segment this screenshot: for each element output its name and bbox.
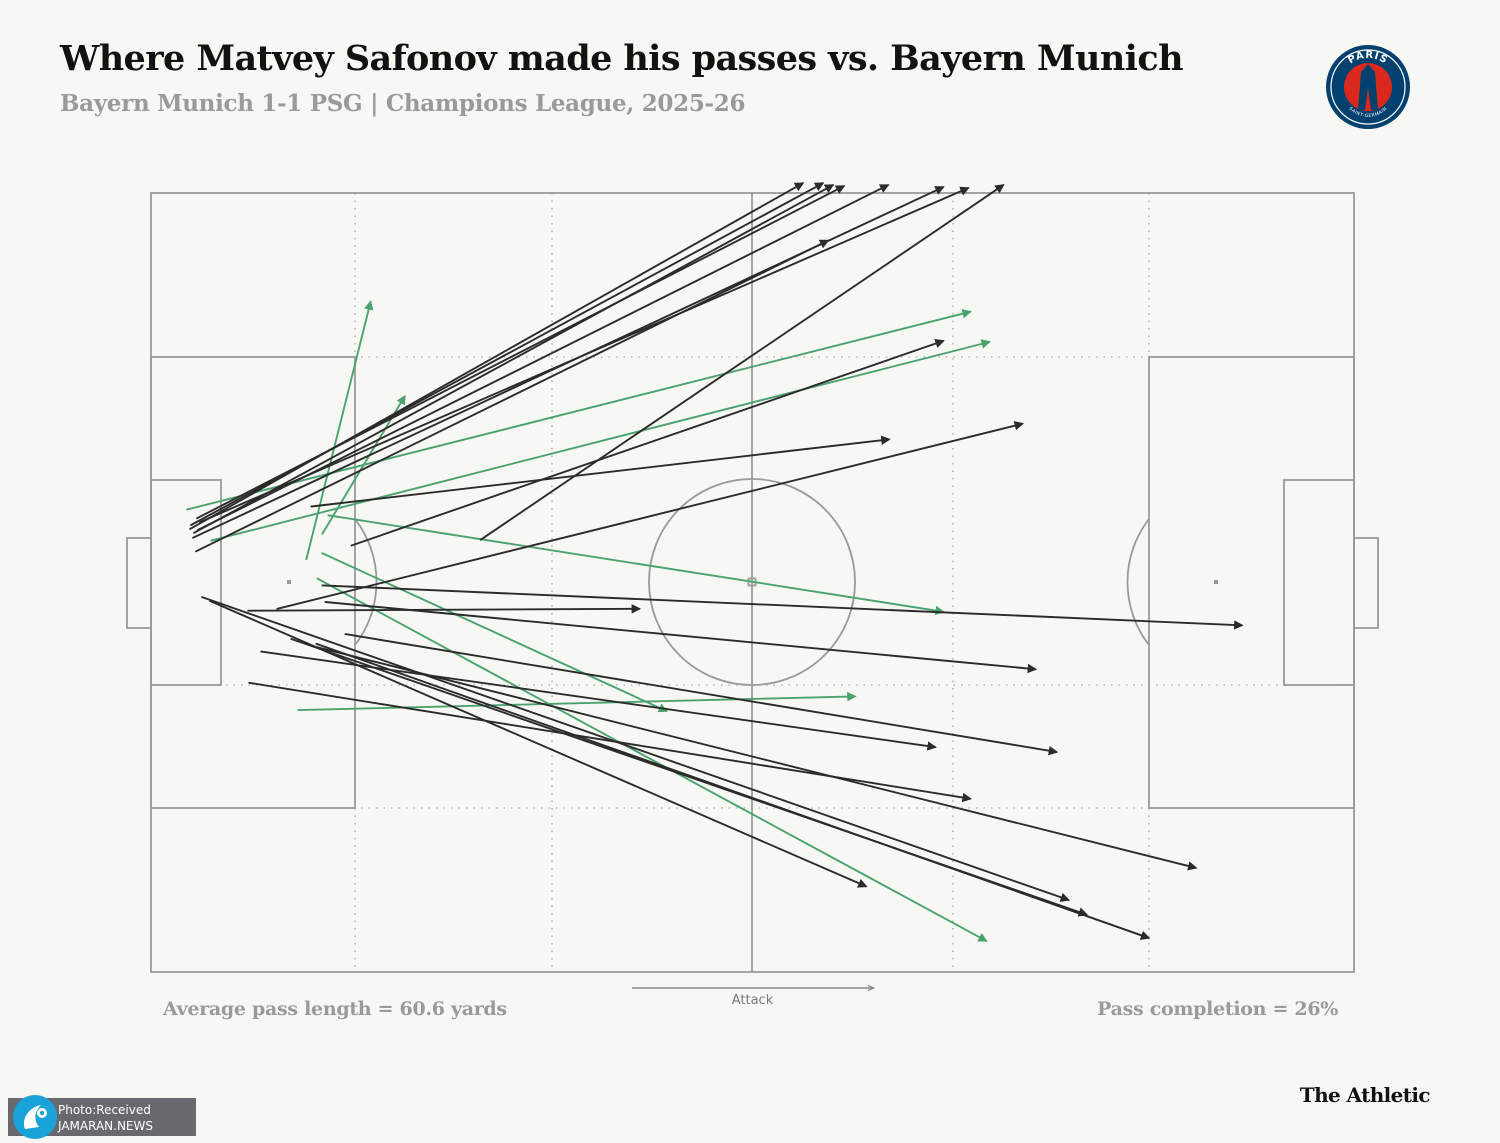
completed-pass-arrow	[297, 691, 857, 712]
incomplete-pass-arrow	[310, 644, 1198, 871]
chart-title: Where Matvey Safonov made his passes vs.…	[60, 38, 1184, 79]
crest-top-text: PARIS	[1346, 50, 1388, 67]
incomplete-pass-arrow	[199, 186, 970, 524]
incomplete-pass-arrow	[248, 681, 972, 803]
incomplete-pass-arrow	[350, 338, 945, 547]
chart-subtitle: Bayern Munich 1-1 PSG | Champions League…	[60, 90, 746, 117]
right-penalty-box	[1148, 356, 1355, 809]
incomplete-pass-arrow	[260, 650, 937, 751]
watermark-photo-credit: Photo:Received	[58, 1103, 151, 1117]
incomplete-pass-arrow	[324, 601, 1038, 674]
incomplete-pass-arrow	[195, 239, 830, 553]
pass-completion: Pass completion = 26%	[1097, 998, 1338, 1020]
left-penalty-arc	[354, 518, 378, 646]
svg-text:PARIS: PARIS	[1346, 50, 1389, 67]
incomplete-pass-arrow	[196, 185, 846, 520]
right-six-yard-box	[1283, 479, 1355, 686]
incomplete-pass-arrow	[193, 184, 835, 534]
incomplete-pass-arrow	[310, 435, 891, 508]
completed-pass-arrow	[327, 514, 945, 616]
jamaran-logo-icon	[13, 1095, 57, 1139]
completed-pass-arrow	[316, 577, 988, 942]
incomplete-pass-arrow	[190, 182, 825, 526]
photo-watermark: Photo:Received JAMARAN.NEWS	[8, 1095, 196, 1139]
completed-pass-arrow	[321, 552, 669, 713]
attack-label: Attack	[731, 993, 774, 1008]
pitch-markings	[126, 192, 1379, 973]
centre-circle	[648, 478, 856, 686]
completed-pass-arrow	[305, 300, 374, 561]
incomplete-pass-arrow	[321, 584, 1244, 630]
right-penalty-spot	[1214, 580, 1218, 584]
right-goal	[1353, 537, 1379, 629]
incomplete-pass-arrow	[479, 184, 1005, 541]
watermark-source: JAMARAN.NEWS	[58, 1119, 153, 1133]
right-penalty-arc	[1126, 518, 1150, 646]
incomplete-pass-arrow	[276, 421, 1025, 610]
incomplete-pass-arrow	[201, 596, 1071, 902]
psg-crest-logo: PARIS SAINT-GERMAIN	[1326, 45, 1410, 129]
completed-pass-arrow	[186, 309, 972, 511]
the-athletic-logo: The Athletic	[1299, 1083, 1431, 1107]
passes-layer	[186, 182, 1244, 942]
incomplete-pass-arrow	[344, 633, 1059, 756]
average-pass-length: Average pass length = 60.6 yards	[163, 998, 507, 1020]
left-goal	[126, 537, 152, 629]
completed-pass-arrow	[210, 339, 991, 542]
incomplete-pass-arrow	[315, 642, 1151, 940]
incomplete-pass-arrow	[247, 604, 642, 614]
left-penalty-spot	[287, 580, 291, 584]
